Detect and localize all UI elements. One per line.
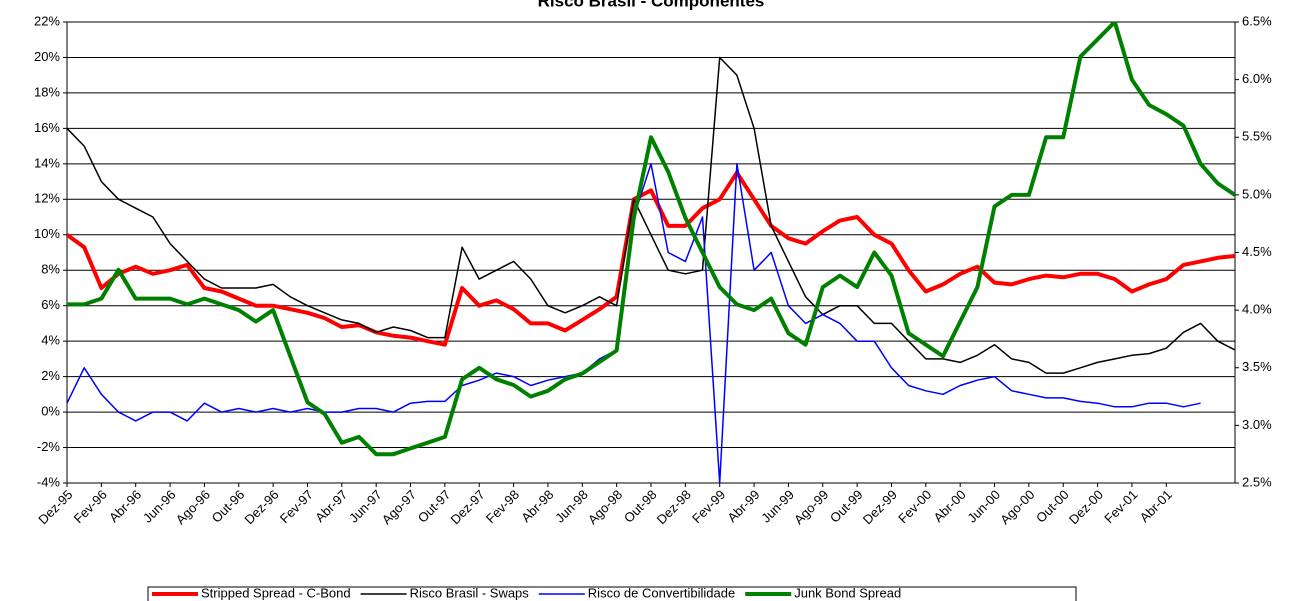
x-tick-label: Dez-99	[860, 487, 900, 527]
legend-label: Risco de Convertibilidade	[588, 585, 735, 600]
series-line	[67, 170, 1235, 347]
x-tick-label: Ago-00	[997, 487, 1037, 527]
x-tick-label: Fev-98	[483, 487, 522, 526]
x-tick-label: Abr-98	[518, 487, 556, 525]
x-tick-label: Ago-96	[173, 487, 213, 527]
y2-tick-label: 5.5%	[1242, 129, 1272, 144]
x-tick-label: Out-00	[1033, 487, 1072, 526]
y-tick-label: 14%	[34, 155, 60, 170]
x-tick-label: Dez-96	[241, 487, 281, 527]
x-tick-label: Jun-00	[964, 487, 1003, 526]
x-tick-label: Fev-99	[689, 487, 728, 526]
y-tick-label: 6%	[41, 297, 60, 312]
x-tick-label: Abr-01	[1137, 487, 1175, 525]
y-tick-label: 16%	[34, 120, 60, 135]
x-tick-label: Out-96	[209, 487, 248, 526]
x-tick-label: Out-99	[827, 487, 866, 526]
x-tick-label: Ago-99	[791, 487, 831, 527]
y-tick-label: -4%	[37, 474, 61, 489]
y2-tick-label: 6.5%	[1242, 13, 1272, 28]
y-tick-label: 12%	[34, 191, 60, 206]
x-tick-label: Jun-97	[346, 487, 385, 526]
y-tick-label: 0%	[41, 404, 60, 419]
x-tick-label: Fev-96	[71, 487, 110, 526]
y-tick-label: 22%	[34, 13, 60, 28]
y2-tick-label: 3.5%	[1242, 359, 1272, 374]
x-tick-label: Abr-96	[106, 487, 144, 525]
x-tick-label: Jun-96	[140, 487, 179, 526]
x-tick-label: Fev-97	[277, 487, 316, 526]
x-tick-label: Jun-98	[552, 487, 591, 526]
x-tick-label: Ago-97	[379, 487, 419, 527]
y-tick-label: 8%	[41, 262, 60, 277]
x-tick-label: Jun-99	[758, 487, 797, 526]
x-tick-label: Dez-97	[448, 487, 488, 527]
y2-tick-label: 4.5%	[1242, 244, 1272, 259]
series-line	[67, 56, 1235, 374]
y2-tick-label: 2.5%	[1242, 474, 1272, 489]
y-tick-label: 18%	[34, 84, 60, 99]
y2-tick-label: 3.0%	[1242, 417, 1272, 432]
y-tick-label: 20%	[34, 49, 60, 64]
legend-label: Junk Bond Spread	[794, 585, 901, 600]
y-tick-label: -2%	[37, 439, 61, 454]
x-tick-label: Dez-00	[1066, 487, 1106, 527]
y-tick-label: 2%	[41, 368, 60, 383]
x-tick-label: Dez-95	[35, 487, 75, 527]
x-tick-label: Dez-98	[654, 487, 694, 527]
x-tick-label: Abr-00	[931, 487, 969, 525]
x-tick-label: Fev-00	[895, 487, 934, 526]
y2-tick-label: 4.0%	[1242, 302, 1272, 317]
x-tick-label: Out-98	[621, 487, 660, 526]
y2-tick-label: 5.0%	[1242, 186, 1272, 201]
plot-area	[67, 22, 1235, 483]
y-tick-label: 4%	[41, 333, 60, 348]
legend-label: Stripped Spread - C-Bond	[201, 585, 351, 600]
legend-box	[147, 586, 1077, 601]
x-tick-label: Abr-97	[312, 487, 350, 525]
x-tick-label: Abr-99	[724, 487, 762, 525]
y-tick-label: 10%	[34, 226, 60, 241]
x-tick-label: Ago-98	[585, 487, 625, 527]
x-tick-label: Out-97	[415, 487, 454, 526]
x-tick-label: Fev-01	[1101, 487, 1140, 526]
y2-tick-label: 6.0%	[1242, 71, 1272, 86]
plot-border	[66, 21, 1236, 484]
series-line	[67, 22, 1235, 457]
chart-title: Risco Brasil - Componentes	[538, 0, 765, 10]
legend-label: Risco Brasil - Swaps	[410, 585, 530, 600]
